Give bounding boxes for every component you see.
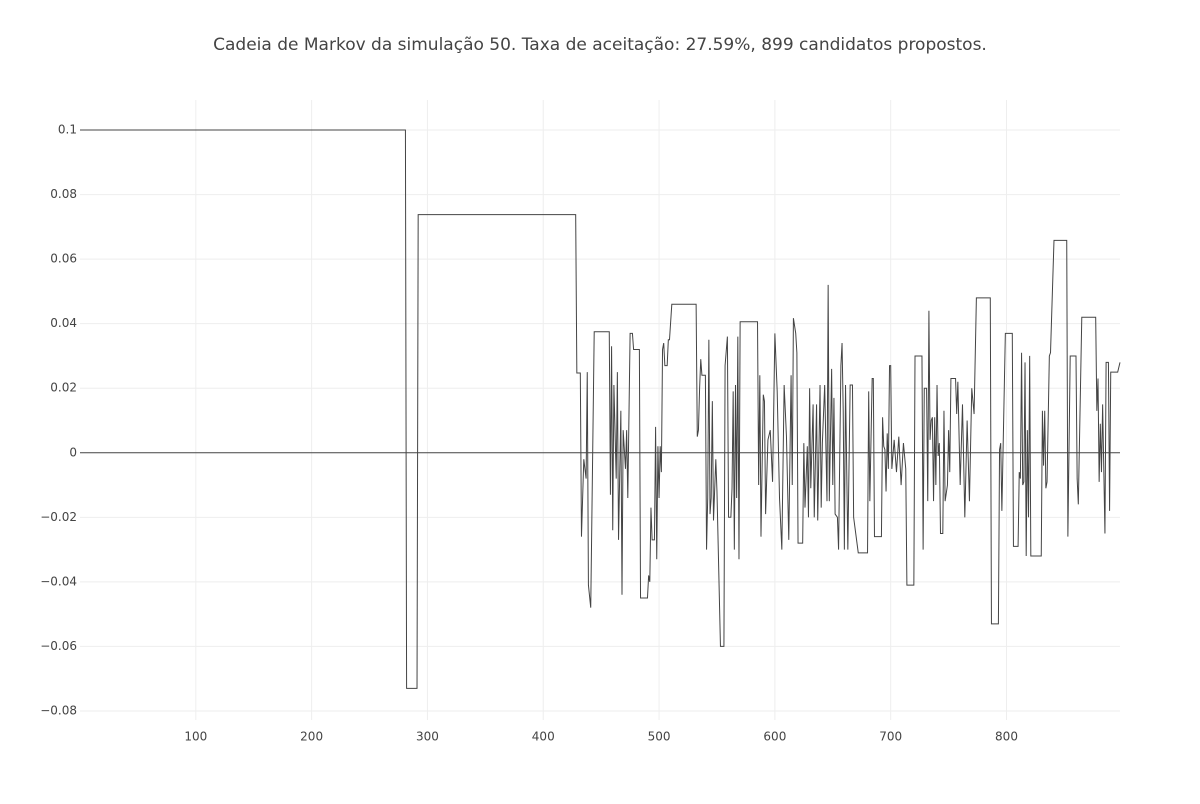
x-tick-label: 600 xyxy=(763,730,786,744)
x-tick-label: 800 xyxy=(995,730,1018,744)
x-tick-label: 500 xyxy=(648,730,671,744)
x-tick-label: 300 xyxy=(416,730,439,744)
x-tick-label: 700 xyxy=(879,730,902,744)
y-tick-label: 0.02 xyxy=(50,381,77,395)
y-tick-label: −0.04 xyxy=(40,574,77,588)
x-tick-label: 400 xyxy=(532,730,555,744)
chart-title: Cadeia de Markov da simulação 50. Taxa d… xyxy=(213,35,987,55)
y-tick-label: −0.06 xyxy=(40,639,77,653)
x-tick-label: 100 xyxy=(184,730,207,744)
x-tick-label: 200 xyxy=(300,730,323,744)
y-tick-label: 0.1 xyxy=(58,123,77,137)
y-tick-label: −0.02 xyxy=(40,510,77,524)
y-tick-label: 0.06 xyxy=(50,252,77,266)
y-tick-label: 0.04 xyxy=(50,316,77,330)
data-line xyxy=(80,129,1121,689)
y-tick-label: 0.08 xyxy=(50,187,77,201)
y-tick-label: −0.08 xyxy=(40,703,77,717)
y-tick-label: 0 xyxy=(69,445,77,459)
